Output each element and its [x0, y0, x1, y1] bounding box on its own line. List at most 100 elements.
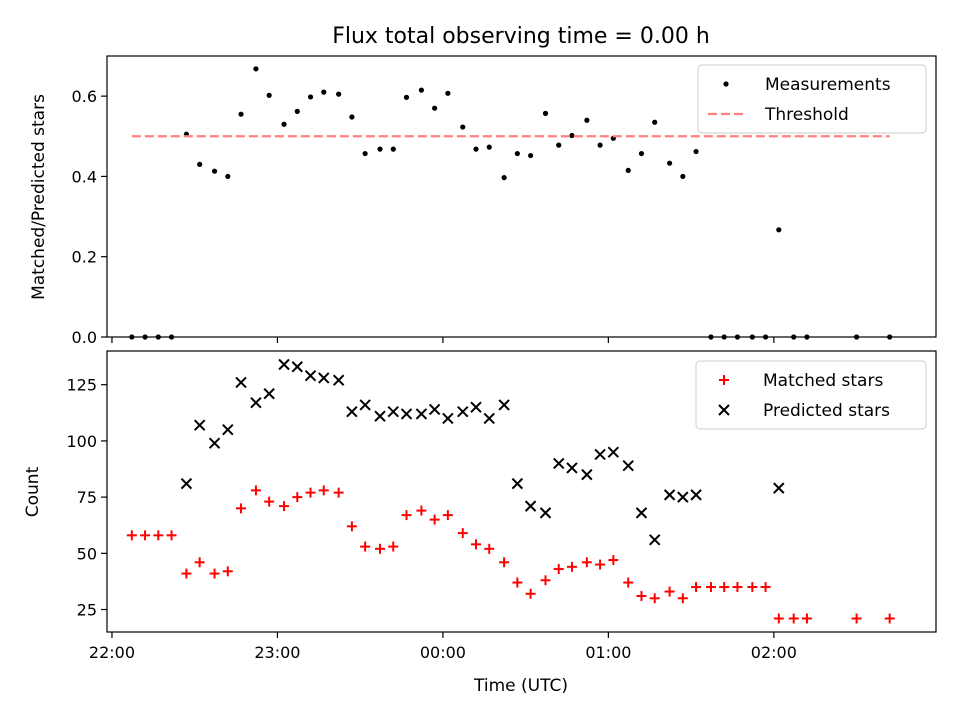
matched-star-point [292, 492, 303, 503]
matched-star-point [388, 541, 399, 552]
measurement-point [253, 66, 259, 72]
predicted-star-point [594, 448, 606, 461]
matched-star-point [346, 521, 357, 532]
measurement-point [528, 152, 534, 159]
matched-star-point [126, 530, 137, 541]
top-panel-frame [106, 55, 937, 338]
matched-star-point [360, 541, 371, 552]
matched-star-point [691, 582, 702, 593]
predicted-star-point [498, 399, 510, 411]
measurement-point [362, 150, 368, 157]
measurement-point [584, 117, 590, 123]
matched-star-point [705, 582, 716, 593]
measurement-point [486, 144, 492, 150]
matched-star-point [153, 530, 164, 541]
measurement-point [307, 94, 314, 100]
matched-star-point [719, 582, 730, 593]
legend-entry-label: Threshold [764, 105, 849, 125]
matched-star-point [801, 613, 812, 624]
bottom-y-tick-label: 50 [77, 544, 97, 563]
matched-star-point [884, 613, 895, 624]
bottom-y-tick-label: 75 [77, 488, 97, 507]
matched-star-point [222, 566, 233, 577]
predicted-star-point [180, 477, 193, 490]
matched-star-point [209, 568, 220, 579]
predicted-star-point [581, 468, 593, 481]
predicted-star-point [359, 399, 371, 411]
measurement-point [321, 89, 327, 95]
matched-star-point [140, 530, 151, 541]
measurement-point [569, 132, 575, 139]
measurement-point [445, 90, 451, 96]
predicted-star-point [539, 507, 552, 519]
predicted-star-point [635, 507, 648, 519]
measurement-point [460, 124, 466, 130]
matched-star-point [181, 568, 192, 579]
predicted-star-point [663, 489, 676, 501]
matched-star-point [851, 613, 862, 624]
measurement-point [625, 167, 631, 174]
top-y-tick-label: 0.4 [72, 167, 97, 186]
predicted-star-point [690, 489, 702, 501]
measurement-point [432, 105, 438, 111]
measurement-point [377, 146, 383, 152]
measurement-point [556, 142, 562, 148]
legend-measurement-swatch [723, 81, 729, 87]
matched-star-point [305, 487, 316, 498]
matched-star-point [416, 505, 427, 516]
predicted-star-point [193, 419, 206, 431]
predicted-star-point [263, 388, 275, 400]
top-panel-ticks: 0.0 0.2 0.4 0.6 [72, 87, 775, 347]
measurement-point [680, 173, 686, 180]
predicted-star-point [524, 500, 537, 512]
legend-entry-label: Measurements [765, 75, 891, 95]
predicted-star-point [457, 405, 469, 418]
matched-star-point [512, 577, 523, 588]
predicted-star-point [250, 396, 262, 409]
matched-star-point [595, 559, 606, 570]
x-tick-label: 01:00 [585, 643, 631, 662]
matched-star-point [581, 557, 592, 568]
predicted-star-point [511, 477, 524, 490]
top-y-tick-label: 0.0 [72, 328, 97, 347]
matched-star-point [747, 582, 758, 593]
measurement-point [473, 146, 479, 152]
matched-star-point [773, 613, 784, 624]
matched-star-point [566, 561, 577, 572]
predicted-star-point [622, 459, 634, 472]
x-tick-label: 02:00 [751, 643, 797, 662]
x-tick-label: 00:00 [420, 643, 466, 662]
measurement-point [336, 91, 342, 97]
matched-star-point [649, 593, 660, 604]
matched-star-point [166, 530, 177, 541]
bottom-y-tick-label: 100 [66, 432, 97, 451]
predicted-star-point [648, 534, 661, 546]
matched-star-point [236, 503, 247, 514]
matched-star-point [279, 501, 290, 512]
bottom-y-tick-label: 25 [77, 601, 97, 620]
predicted-star-point [346, 405, 358, 418]
matched-star-point [525, 588, 536, 599]
measurement-point [403, 94, 410, 100]
matched-star-point [401, 510, 412, 521]
top-y-axis-label: Matched/Predicted stars [29, 94, 49, 300]
matched-star-point [608, 555, 619, 566]
measurement-point [597, 142, 603, 148]
matched-star-point [442, 510, 453, 521]
predicted-star-point [677, 491, 689, 503]
matched-star-point [788, 613, 799, 624]
matched-star-point [250, 485, 261, 496]
top-y-tick-label: 0.2 [72, 248, 97, 267]
legend-entry-label: Matched stars [763, 371, 883, 391]
top-legend-box [697, 64, 927, 134]
predicted-star-point [208, 437, 221, 449]
predicted-star-point [415, 408, 428, 420]
predicted-star-point [400, 408, 413, 420]
measurement-point [666, 160, 673, 166]
matched-star-point [636, 591, 647, 602]
measurement-point [281, 121, 287, 127]
matched-star-point [264, 496, 275, 507]
x-axis-label: Time (UTC) [473, 676, 568, 696]
predicted-star-point [387, 405, 399, 418]
